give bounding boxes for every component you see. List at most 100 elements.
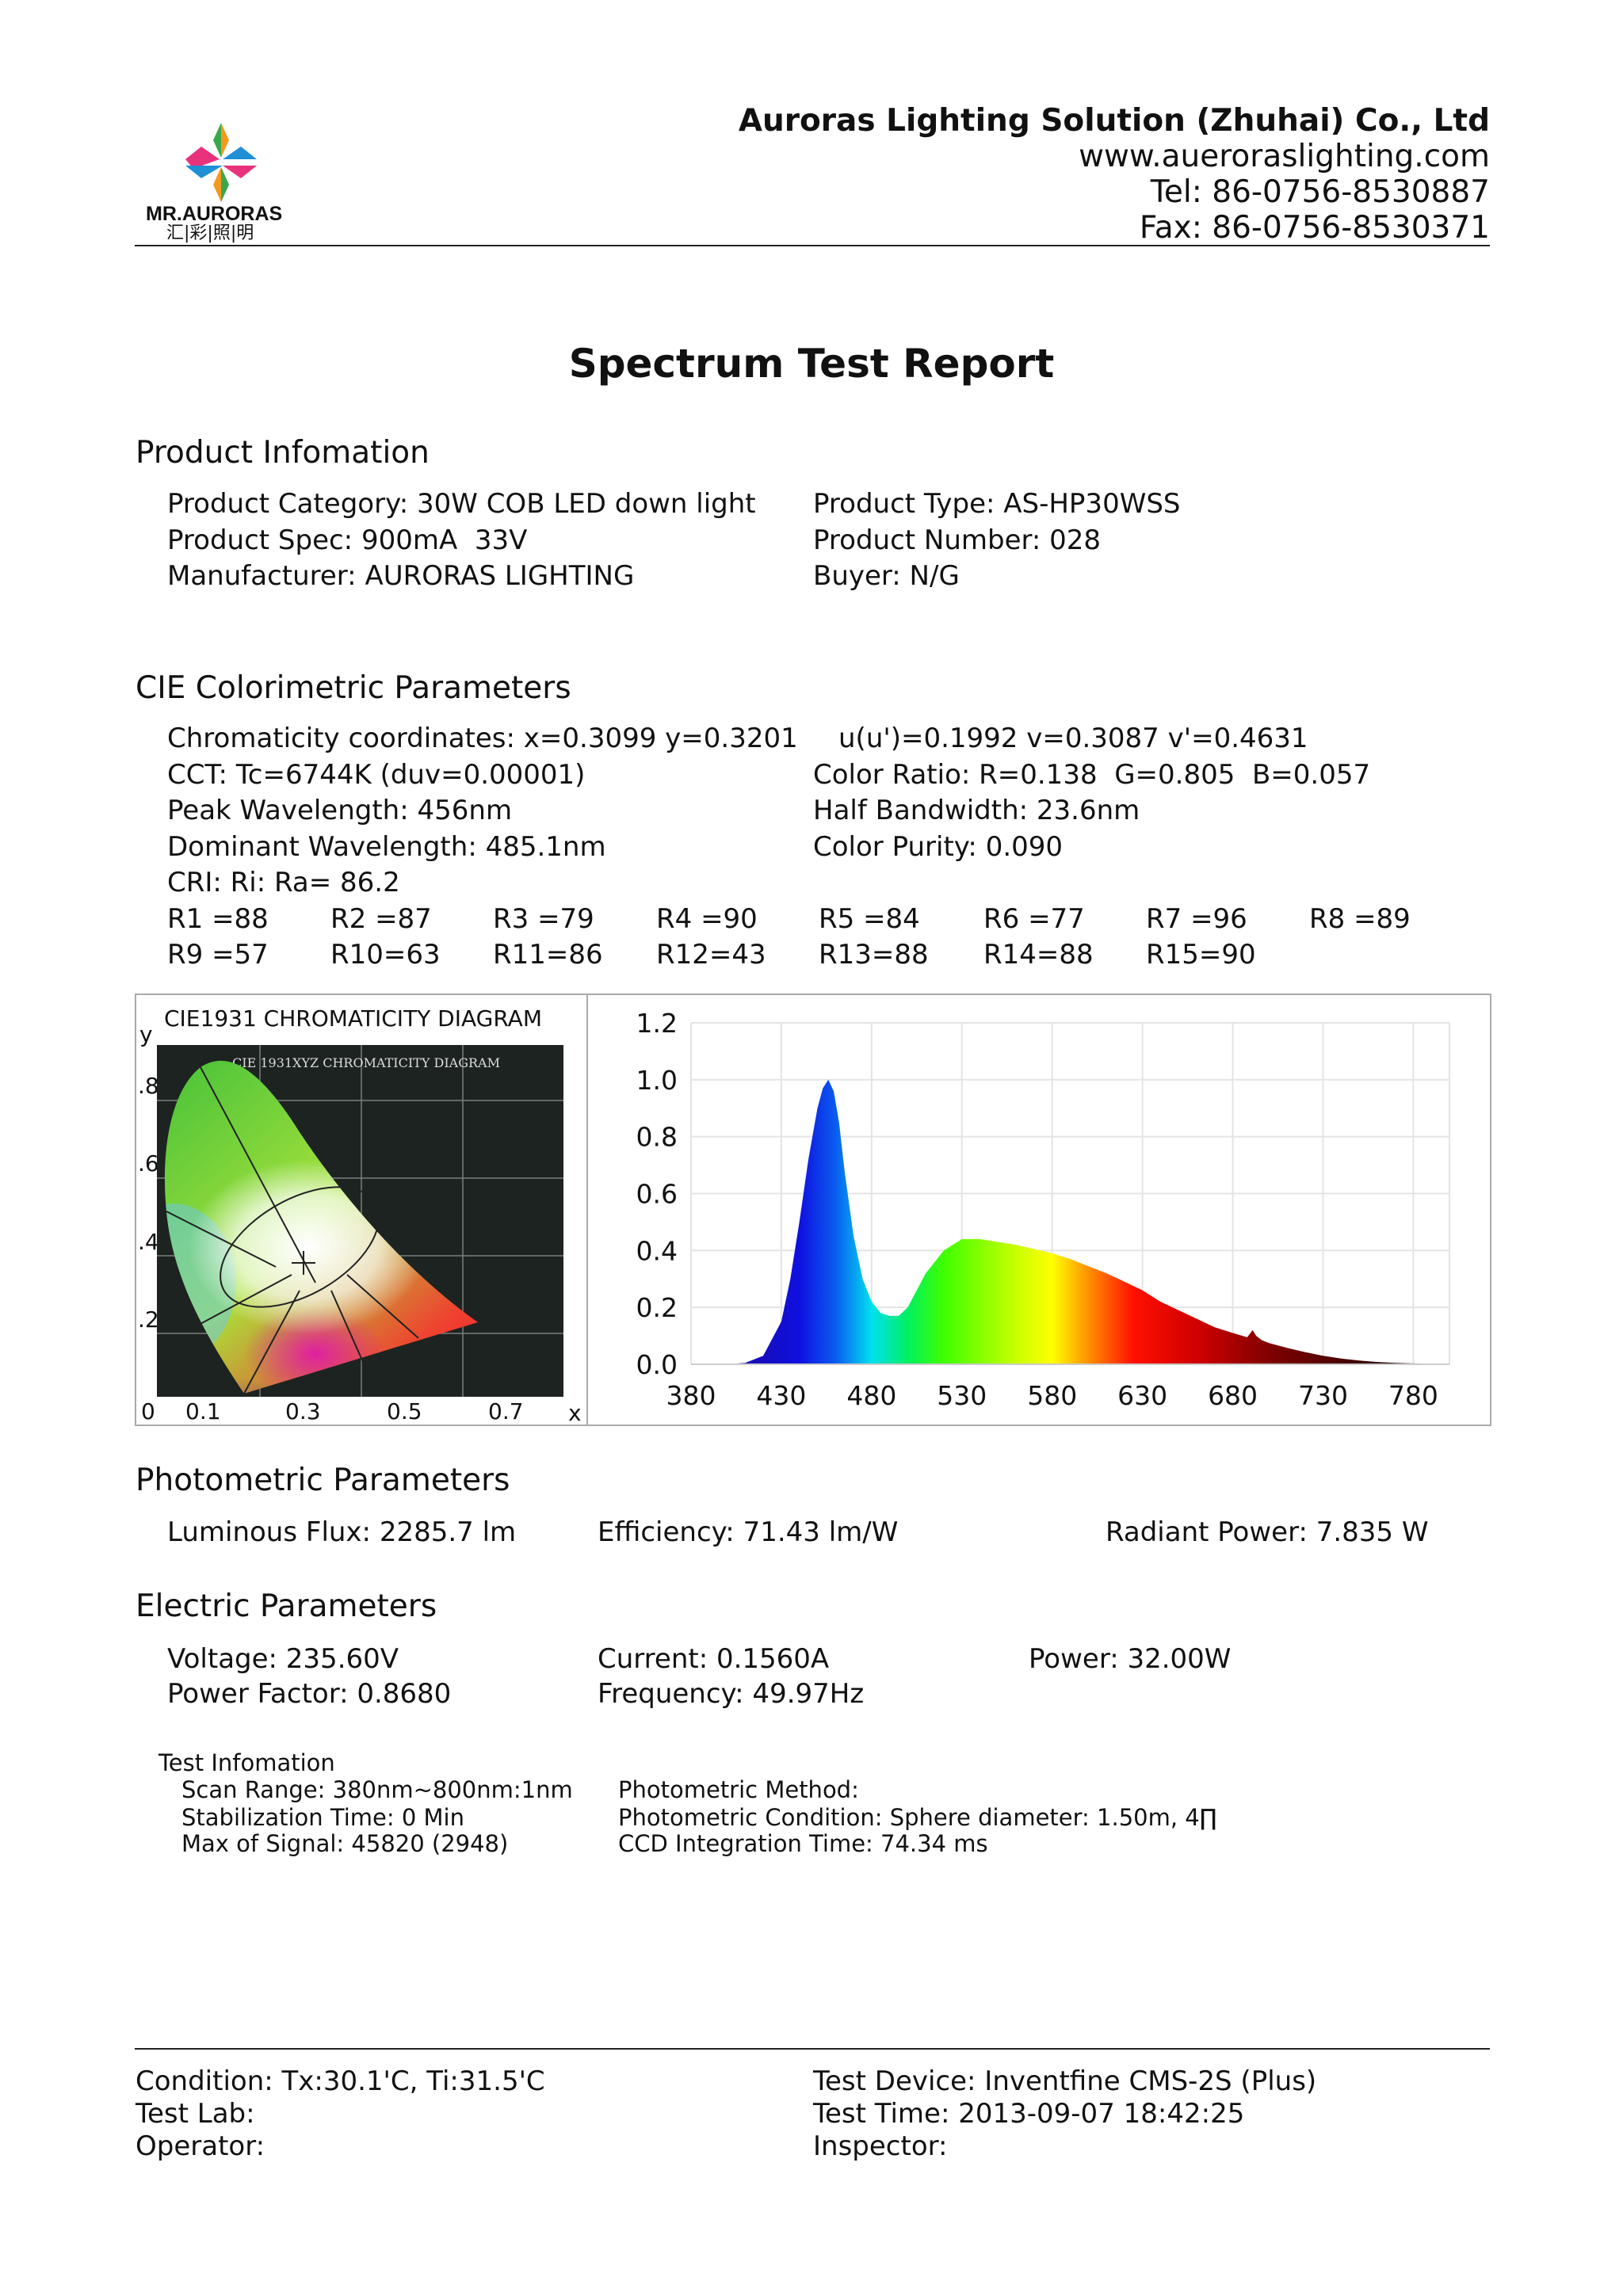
manufacturer: Manufacturer: AURORAS LIGHTING [167,560,635,592]
y-tick-label: 1.2 [636,1008,678,1039]
cri-r-value: R8 =89 [1309,903,1411,935]
footer-divider [135,2048,1490,2050]
x-tick-label: 680 [1208,1380,1258,1411]
y-tick-label: 0.4 [636,1235,678,1266]
logo-subtext: 汇|彩|照|明 [166,223,254,243]
cri-r-value: R4 =90 [656,903,758,935]
luminous-flux: Luminous Flux: 2285.7 lm [167,1516,517,1548]
cie-x-tick: 0.3 [285,1398,321,1425]
cri-r-value: R12=43 [656,939,766,971]
page-title: Spectrum Test Report [568,341,1055,387]
max-signal: Max of Signal: 45820 (2948) [181,1830,509,1857]
photometric-condition: Photometric Condition: Sphere diameter: … [618,1804,1217,1831]
cri-r-value: R13=88 [819,939,929,971]
efficiency: Efficiency: 71.43 lm/W [598,1516,899,1548]
radiant-power: Radiant Power: 7.835 W [1106,1516,1429,1548]
y-tick-label: 0.6 [636,1179,678,1210]
color-ratio: Color Ratio: R=0.138 G=0.805 B=0.057 [813,759,1371,791]
x-tick-label: 430 [756,1380,806,1411]
cie-chromaticity-diagram: CIE 1931XYZ CHROMATICITY DIAGRAM [157,1045,563,1397]
product-number: Product Number: 028 [813,524,1102,556]
frequency: Frequency: 49.97Hz [598,1678,865,1710]
cri-r-value: R3 =79 [493,903,594,935]
photometric-method: Photometric Method: [618,1776,859,1803]
company-website[interactable]: www.aueroraslighting.com [1079,139,1490,174]
buyer: Buyer: N/G [813,560,960,592]
cie-y-tick: .6 [138,1150,159,1177]
current: Current: 0.1560A [598,1643,830,1675]
y-tick-label: 0.0 [636,1349,678,1380]
y-tick-label: 1.0 [636,1065,678,1096]
chromaticity: Chromaticity coordinates: x=0.3099 y=0.3… [167,723,798,754]
test-device: Test Device: Inventfine CMS-2S (Plus) [813,2065,1317,2097]
product-heading: Product Infomation [136,435,430,471]
test-info-heading: Test Infomation [158,1749,335,1776]
test-time: Test Time: 2013-09-07 18:42:25 [813,2098,1245,2130]
company-name: Auroras Lighting Solution (Zhuhai) Co., … [738,103,1490,139]
half-bandwidth: Half Bandwidth: 23.6nm [813,795,1140,826]
ccd-integration-time: CCD Integration Time: 74.34 ms [618,1830,988,1857]
cie-x-tick: 0.5 [387,1398,422,1425]
chart-divider [586,994,588,1425]
spectrum-area [691,1079,1449,1364]
x-tick-label: 580 [1027,1380,1077,1411]
cri-r-value: R2 =87 [330,903,432,935]
cie-x-tick: 0.7 [488,1398,524,1425]
cie-x-tick: 0.1 [185,1398,221,1425]
cct: CCT: Tc=6744K (duv=0.00001) [167,759,586,791]
cri-r-value: R6 =77 [983,903,1085,935]
cri-r-value: R10=63 [330,939,441,971]
uv-coordinates: u(u')=0.1992 v=0.3087 v'=0.4631 [838,723,1308,754]
scan-range: Scan Range: 380nm~800nm:1nm [181,1776,573,1803]
cri-r-value: R15=90 [1146,939,1256,971]
cri: CRI: Ri: Ra= 86.2 [167,867,400,898]
cri-r-value: R11=86 [493,939,603,971]
company-fax: Fax: 86-0756-8530371 [1139,210,1490,246]
voltage: Voltage: 235.60V [167,1643,399,1675]
dominant-wavelength: Dominant Wavelength: 485.1nm [167,831,606,863]
operator: Operator: [136,2130,265,2162]
cri-r-value: R14=88 [983,939,1094,971]
x-tick-label: 780 [1388,1380,1438,1411]
x-tick-label: 530 [937,1380,987,1411]
peak-wavelength: Peak Wavelength: 456nm [167,795,513,826]
product-spec: Product Spec: 900mA 33V [167,524,528,556]
cie-inner-title: CIE 1931XYZ CHROMATICITY DIAGRAM [232,1055,500,1070]
chart-panel [135,994,1491,1426]
product-type: Product Type: AS-HP30WSS [813,488,1181,520]
cie-y-tick: .8 [138,1073,159,1099]
x-tick-label: 480 [846,1380,896,1411]
header-divider [135,245,1490,246]
color-purity: Color Purity: 0.090 [813,831,1064,863]
product-category: Product Category: 30W COB LED down light [167,488,756,520]
cri-r-value: R7 =96 [1146,903,1247,935]
cie-y-tick: .4 [138,1229,159,1255]
x-tick-label: 630 [1117,1380,1167,1411]
cri-r-value: R1 =88 [167,903,269,935]
cie-x-tick: 0 [141,1398,155,1425]
logo-text: MR.AURORAS [146,203,283,225]
cie-measured-point [292,1251,315,1275]
power: Power: 32.00W [1029,1643,1232,1675]
cri-r-value: R5 =84 [819,903,920,935]
cie-x-label: x [568,1400,582,1426]
power-factor: Power Factor: 0.8680 [167,1678,452,1710]
inspector: Inspector: [813,2130,948,2162]
cie-y-label: y [139,1021,153,1047]
x-tick-label: 380 [666,1380,716,1411]
cie-diagram-title: CIE1931 CHROMATICITY DIAGRAM [164,1005,542,1032]
cri-r-value: R9 =57 [167,939,269,971]
y-tick-label: 0.8 [636,1122,678,1153]
y-tick-label: 0.2 [636,1292,678,1323]
logo-icon [185,123,257,202]
cie-y-tick: .2 [138,1306,159,1333]
company-tel: Tel: 86-0756-8530887 [1150,174,1490,210]
x-tick-label: 730 [1298,1380,1348,1411]
photometric-heading: Photometric Parameters [136,1463,510,1498]
test-lab: Test Lab: [136,2098,255,2130]
test-condition: Condition: Tx:30.1'C, Ti:31.5'C [136,2065,545,2097]
cie-heading: CIE Colorimetric Parameters [136,670,571,706]
stabilization-time: Stabilization Time: 0 Min [181,1804,464,1831]
electric-heading: Electric Parameters [136,1589,437,1624]
